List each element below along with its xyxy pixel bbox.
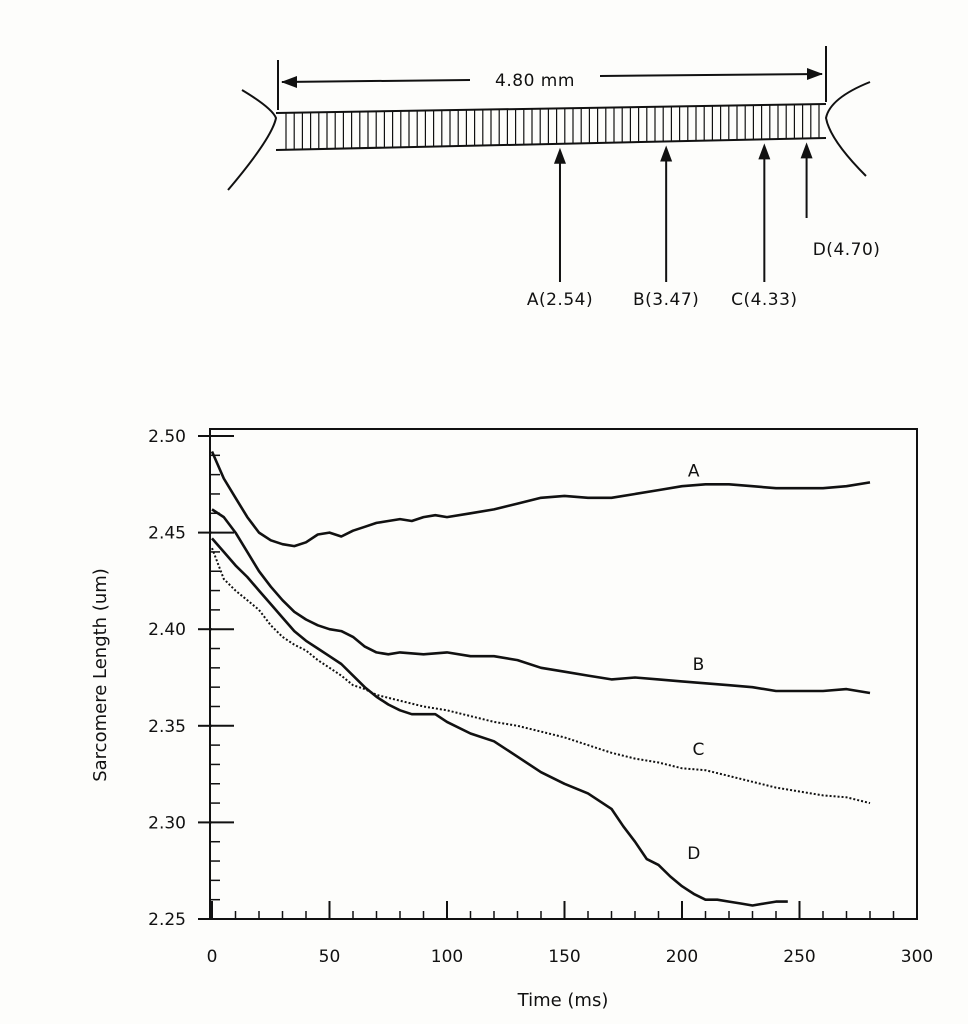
x-tick-label: 150 (548, 947, 580, 967)
fiber-striations (285, 104, 820, 150)
y-tick-label: 2.35 (148, 717, 186, 737)
y-tick-label: 2.30 (148, 813, 186, 833)
point-arrowhead (800, 142, 813, 159)
series-line-d (211, 537, 788, 907)
series-line-c (211, 547, 871, 805)
length-label: 4.80 mm (495, 71, 575, 91)
point-label: C(4.33) (731, 290, 798, 310)
point-arrows: A(2.54) B(3.47) C(4.33) D(4.70) (527, 142, 881, 310)
point-arrowhead (553, 147, 566, 164)
x-tick-label: 250 (783, 947, 815, 967)
series-line-b (211, 508, 871, 695)
fiber-bottom-edge (275, 137, 827, 151)
y-axis-title: Sarcomere Length (um) (90, 568, 111, 782)
length-arrow-right (599, 73, 823, 77)
chart: 0 50 100 150 200 250 300 2.25 2.30 2.35 2.40 2.45 2.… (90, 427, 933, 1011)
length-arrowhead-right (807, 68, 823, 80)
point-label: B(3.47) (633, 290, 699, 310)
point-arrowhead (758, 143, 771, 160)
point-label: A(2.54) (527, 290, 593, 310)
series-line-a (210, 450, 871, 548)
curve-label-d: D (687, 844, 700, 864)
point-label: D(4.70) (813, 240, 881, 260)
axis-ticks (198, 435, 918, 920)
curve-label-b: B (693, 655, 705, 675)
y-tick-label: 2.50 (148, 427, 186, 447)
fiber-diagram: 4.80 mm A(2.54) B(3.47) C(4.33) D(4.70) (227, 46, 881, 310)
length-arrow-left (281, 79, 471, 83)
x-tick-label: 50 (319, 947, 341, 967)
y-tick-label: 2.40 (148, 620, 186, 640)
x-tick-label: 200 (666, 947, 698, 967)
curve-label-c: C (693, 740, 705, 760)
x-axis-title: Time (ms) (517, 990, 609, 1011)
x-tick-label: 0 (207, 947, 218, 967)
axis-tick-labels: 0 50 100 150 200 250 300 2.25 2.30 2.35 2.40 2.45 2.… (148, 427, 933, 967)
length-arrowhead-left (281, 76, 297, 88)
plot-frame (209, 428, 918, 920)
series-layer (210, 450, 871, 907)
y-tick-label: 2.45 (148, 524, 186, 544)
left-tendon (227, 89, 278, 191)
curve-label-a: A (688, 462, 700, 482)
curve-labels: A B C D (687, 462, 704, 865)
x-tick-label: 300 (901, 947, 933, 967)
fiber-top-edge (275, 103, 827, 114)
x-tick-label: 100 (431, 947, 463, 967)
point-arrowhead (660, 145, 673, 162)
y-tick-label: 2.25 (148, 910, 186, 930)
right-tendon (824, 81, 871, 177)
